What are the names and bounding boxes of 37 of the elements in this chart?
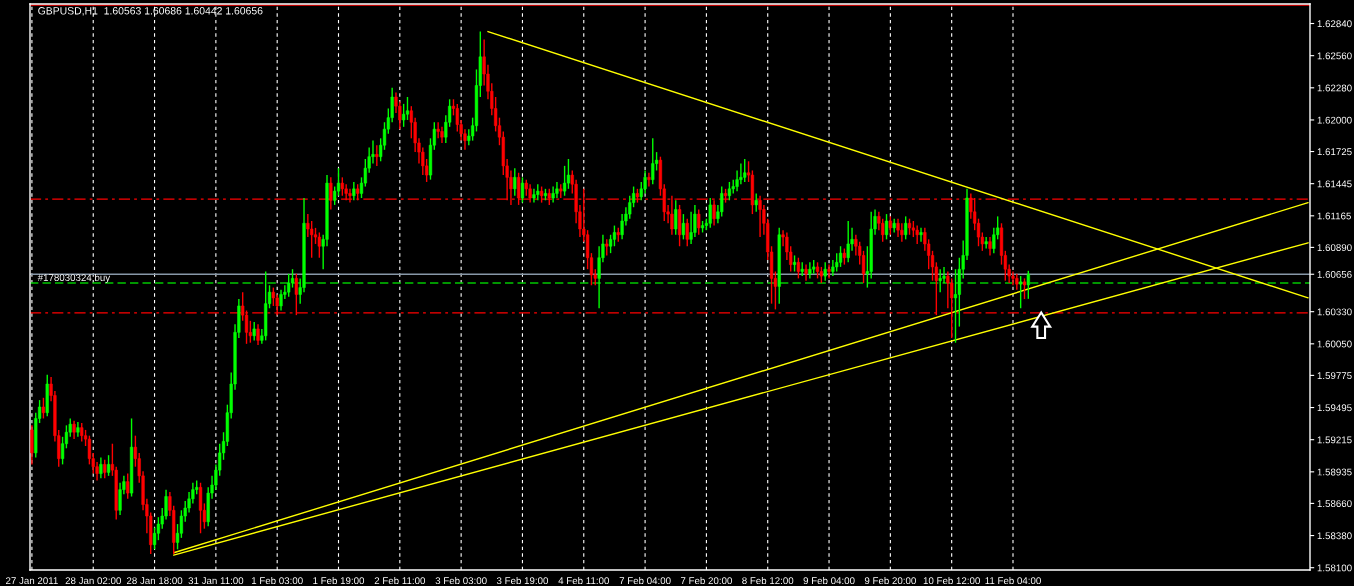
x-tick-label: 10 Feb 12:00 (923, 576, 980, 585)
y-tick-label: 1.59495 (1317, 404, 1352, 412)
x-tick-label: 4 Feb 11:00 (558, 576, 609, 585)
y-tick-label: 1.59775 (1317, 372, 1352, 380)
x-tick-label: 2 Feb 11:00 (374, 576, 426, 585)
x-tick-label: 3 Feb 03:00 (435, 576, 487, 585)
x-tick-label: 31 Jan 11:00 (188, 577, 244, 585)
y-tick-label: 1.60890 (1317, 244, 1352, 252)
y-tick-label: 1.59215 (1317, 436, 1352, 444)
y-tick-label: 1.58380 (1317, 532, 1352, 540)
chart-title: GBPUSD,H1 1.60563 1.60686 1.60442 1.60656 (38, 7, 263, 16)
y-tick-label: 1.60050 (1317, 340, 1352, 348)
x-tick-label: 3 Feb 19:00 (496, 576, 549, 585)
x-tick-label: 1 Feb 19:00 (313, 576, 365, 585)
y-tick-label: 1.61725 (1317, 148, 1352, 156)
y-tick-label: 1.58100 (1317, 564, 1352, 572)
x-tick-label: 11 Feb 04:00 (985, 576, 1041, 585)
x-tick-label: 7 Feb 20:00 (680, 576, 732, 585)
x-tick-label: 28 Jan 18:00 (126, 577, 183, 585)
y-tick-label: 1.62840 (1317, 20, 1352, 28)
x-tick-label: 1 Feb 03:00 (251, 576, 303, 585)
y-tick-label: 1.58935 (1317, 468, 1352, 476)
x-tick-label: 27 Jan 2011 (6, 577, 58, 585)
x-tick-label: 7 Feb 04:00 (619, 576, 671, 585)
x-tick-label: 8 Feb 12:00 (742, 576, 794, 585)
x-tick-label: 28 Jan 02:00 (65, 577, 121, 585)
ref-line-label: #178030324 buy (37, 273, 111, 283)
y-tick-label: 1.62560 (1317, 52, 1352, 60)
y-tick-label: 1.60330 (1317, 308, 1352, 316)
x-tick-label: 9 Feb 04:00 (803, 576, 855, 585)
y-tick-label: 1.62000 (1317, 116, 1352, 124)
y-tick-label: 1.60656 (1317, 270, 1352, 278)
y-tick-label: 1.61445 (1317, 180, 1352, 188)
y-tick-label: 1.61165 (1317, 212, 1351, 220)
y-tick-label: 1.62280 (1317, 84, 1352, 92)
y-tick-label: 1.58660 (1317, 500, 1352, 508)
x-tick-label: 9 Feb 20:00 (864, 576, 916, 585)
